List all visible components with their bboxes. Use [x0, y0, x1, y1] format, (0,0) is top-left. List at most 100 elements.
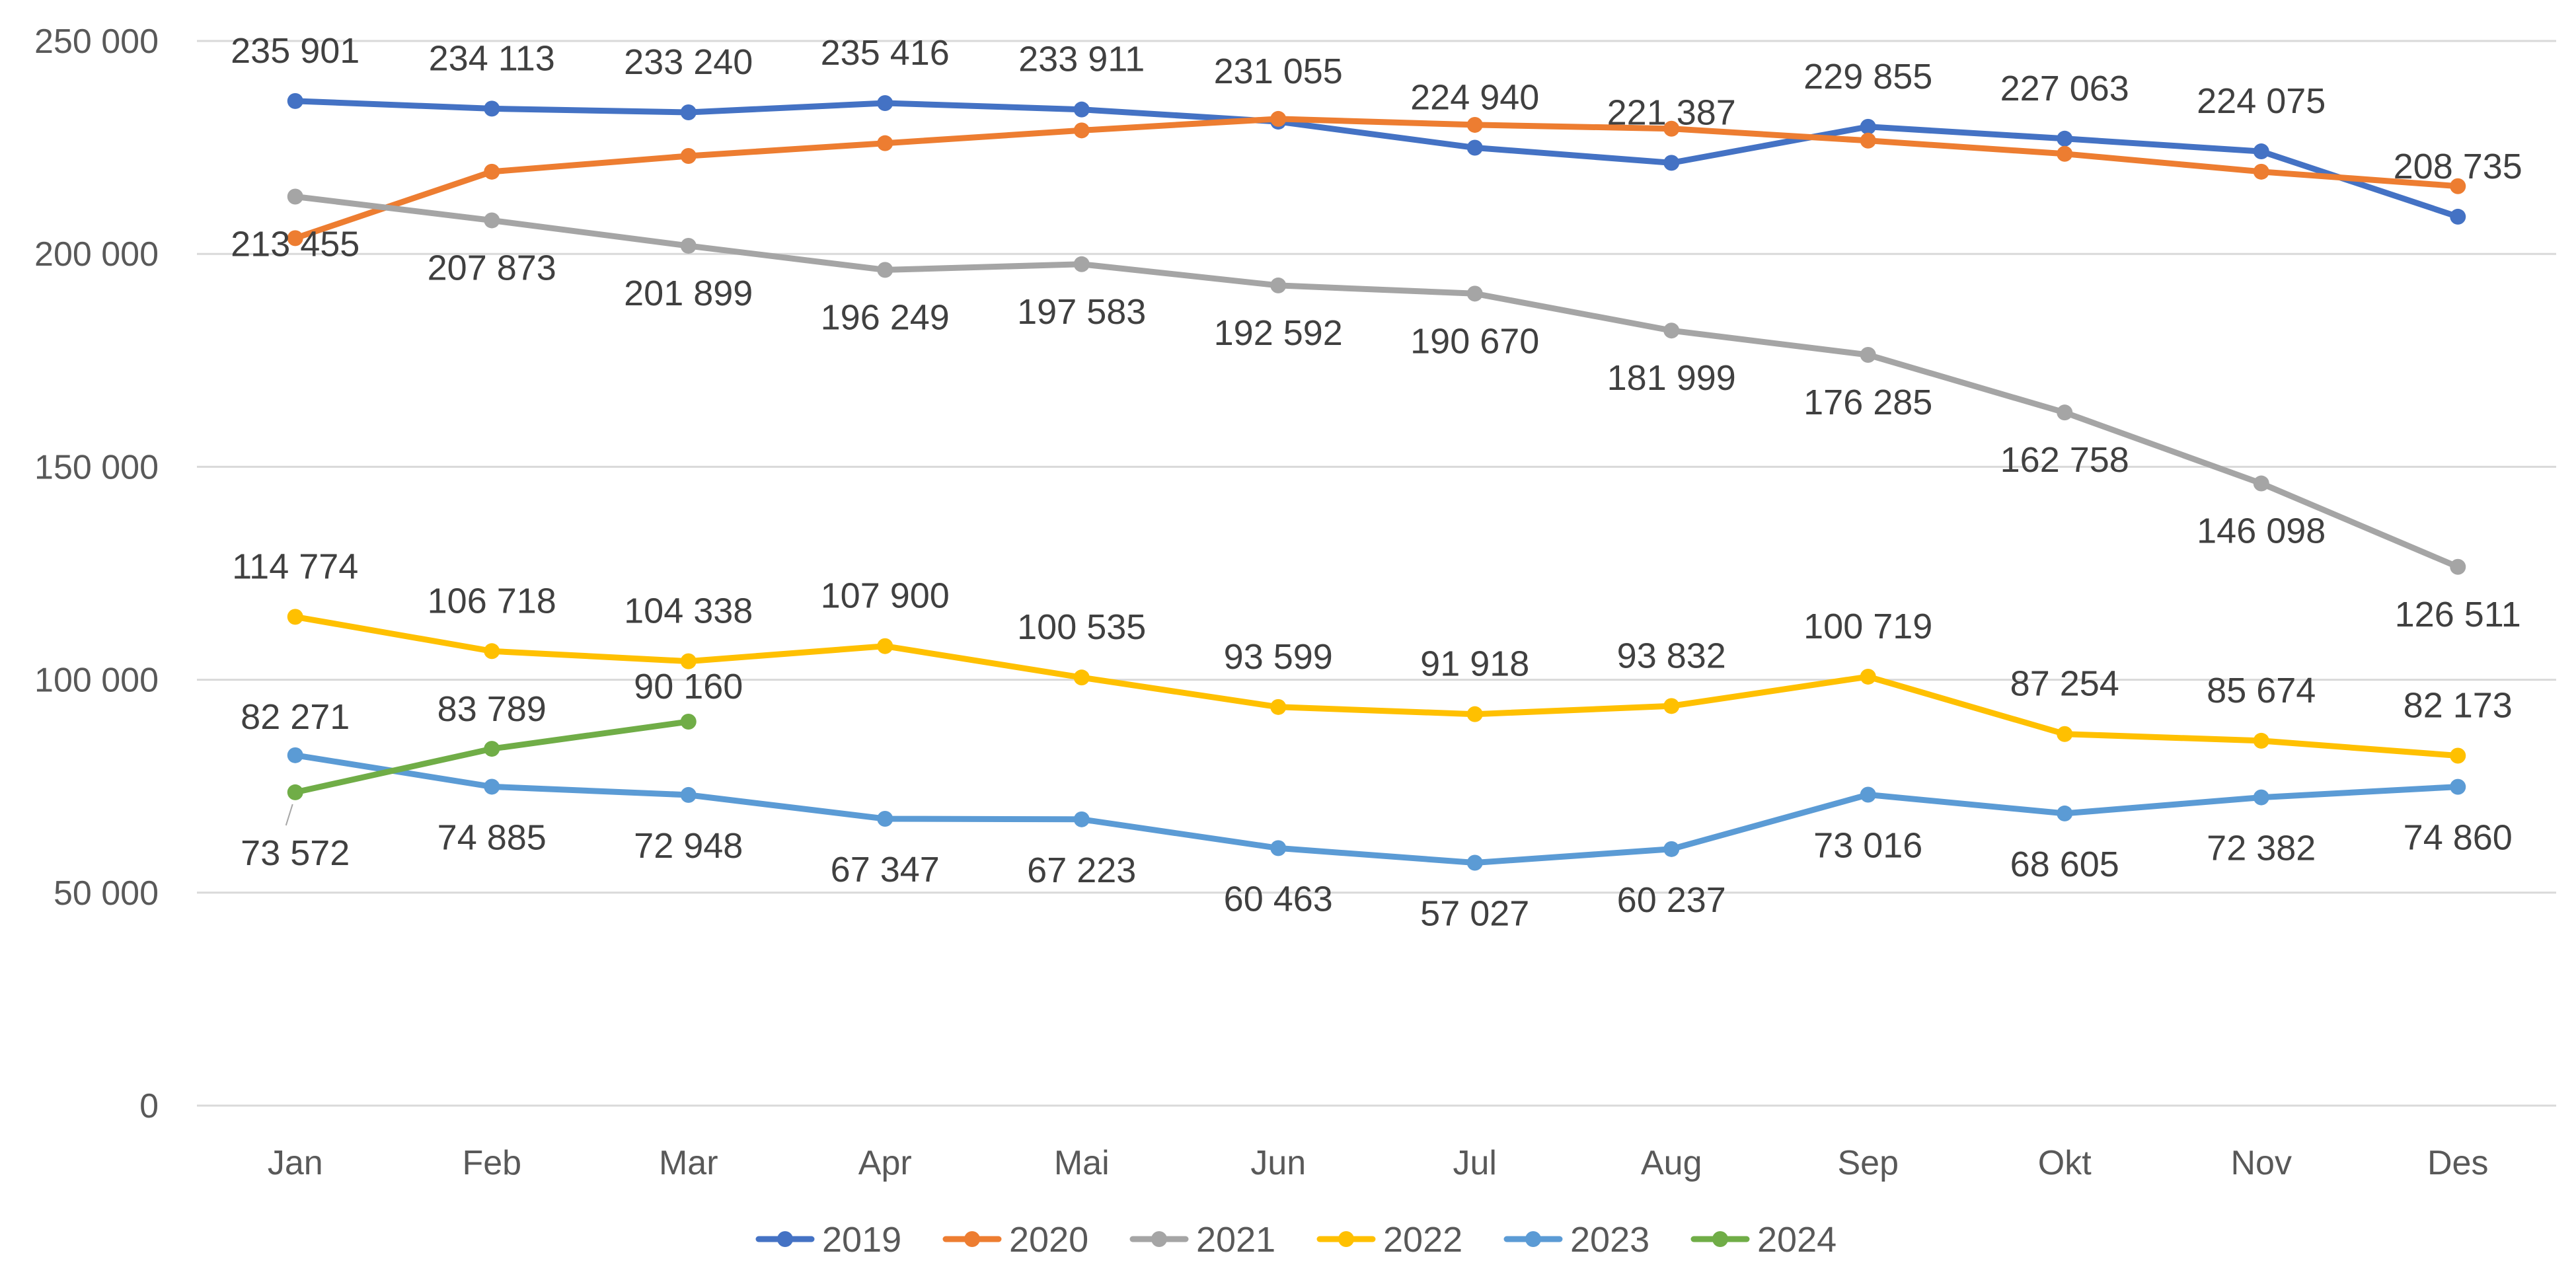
point-2021-Jan	[287, 188, 303, 205]
point-2021-Jun	[1270, 277, 1287, 293]
point-2020-Des	[2450, 178, 2466, 194]
point-2019-Nov	[2253, 143, 2269, 160]
point-2022-Mar	[680, 653, 697, 669]
point-2020-Nov	[2253, 163, 2269, 180]
point-2021-Okt	[2057, 404, 2073, 421]
point-2023-Jun	[1270, 840, 1287, 856]
data-label-2022: 93 599	[1224, 637, 1333, 677]
x-tick-label: Aug	[1641, 1144, 1702, 1182]
data-label-2019: 221 387	[1607, 93, 1736, 132]
point-2024-Mar	[680, 714, 697, 730]
point-2022-Jul	[1466, 706, 1483, 722]
legend-label-2023: 2023	[1570, 1220, 1649, 1260]
point-2019-Sep	[1860, 118, 1876, 135]
data-label-2023: 73 016	[1813, 825, 1922, 865]
point-2021-Apr	[877, 262, 893, 278]
series-line-2021	[292, 194, 2461, 570]
point-2022-Feb	[484, 643, 500, 660]
legend-marker-2019	[777, 1231, 793, 1247]
point-2021-Des	[2450, 558, 2466, 575]
y-tick-label: 50 000	[54, 874, 159, 913]
point-2020-Apr	[877, 135, 893, 151]
point-2021-Sep	[1860, 347, 1876, 363]
data-label-2019: 227 063	[2000, 69, 2129, 108]
legend-marker-2024	[1712, 1231, 1728, 1247]
legend-label-2020: 2020	[1009, 1220, 1088, 1260]
y-axis: 0 50 000 100 000 150 000 200 000 250 000	[34, 22, 159, 1125]
point-2020-Jan	[287, 230, 303, 246]
series-line-2022	[292, 613, 2461, 759]
data-label-2022: 100 719	[1803, 607, 1932, 646]
data-label-2019: 229 855	[1803, 57, 1932, 96]
data-label-2023: 60 463	[1224, 879, 1333, 919]
data-label-2023: 74 885	[437, 817, 547, 857]
x-tick-label: Mai	[1054, 1144, 1110, 1182]
point-2020-Sep	[1860, 132, 1876, 149]
point-2023-Apr	[877, 811, 893, 827]
data-label-2021: 197 583	[1017, 292, 1146, 332]
point-2019-Okt	[2057, 130, 2073, 147]
data-label-2022: 106 718	[428, 581, 556, 621]
series-line-2019	[292, 98, 2461, 220]
data-label-2024: 83 789	[437, 689, 547, 729]
data-label-2022: 104 338	[624, 591, 753, 631]
point-2019-Jul	[1466, 139, 1483, 156]
legend-marker-2023	[1525, 1231, 1541, 1247]
x-tick-label: Apr	[858, 1144, 912, 1182]
data-label-2023: 57 027	[1420, 894, 1529, 934]
data-label-2023: 60 237	[1617, 880, 1726, 920]
data-label-2019: 231 055	[1214, 52, 1343, 91]
x-tick-label: Jun	[1250, 1144, 1306, 1182]
point-2023-Okt	[2057, 805, 2073, 821]
data-label-2022: 87 254	[2010, 664, 2119, 704]
series-line-2023	[292, 752, 2461, 866]
point-2020-Jun	[1270, 110, 1287, 127]
data-label-2021: 196 249	[821, 297, 950, 337]
data-label-2023: 67 347	[831, 850, 940, 890]
point-2021-Feb	[484, 212, 500, 229]
data-label-2022: 100 535	[1017, 607, 1146, 647]
data-label-2023: 68 605	[2010, 845, 2119, 884]
data-label-2021: 201 899	[624, 274, 753, 313]
legend-label-2021: 2021	[1196, 1220, 1275, 1260]
point-2019-Apr	[877, 95, 893, 111]
y-tick-label: 250 000	[34, 22, 159, 61]
point-2020-Aug	[1663, 120, 1680, 137]
point-2020-Mai	[1073, 122, 1090, 139]
data-labels: 235 901 234 113 233 240 235 416 233 911 231 0…	[231, 31, 2522, 934]
x-tick-label: Okt	[2038, 1144, 2092, 1182]
point-2021-Aug	[1663, 322, 1680, 339]
point-2022-Nov	[2253, 732, 2269, 749]
legend-marker-2021	[1151, 1231, 1167, 1247]
data-label-2022: 107 900	[821, 576, 950, 616]
legend-label-2022: 2022	[1383, 1220, 1462, 1260]
legend: 2019 2020 2021 2022 2023 2024	[755, 1220, 1837, 1260]
data-label-2021: 213 455	[231, 224, 360, 264]
legend-marker-2020	[964, 1231, 980, 1247]
gridlines	[197, 40, 2556, 1107]
data-label-2023: 72 948	[634, 826, 743, 866]
point-2023-Feb	[484, 778, 500, 795]
data-label-2019: 235 901	[231, 31, 360, 71]
leader-line	[285, 804, 293, 826]
point-2024-Jan	[287, 784, 303, 800]
data-label-2022: 91 918	[1420, 644, 1529, 684]
data-label-2023: 74 860	[2404, 818, 2513, 858]
y-tick-label: 0	[139, 1087, 159, 1125]
data-label-2023: 82 271	[241, 697, 350, 737]
x-tick-label: Jul	[1453, 1144, 1497, 1182]
data-label-2021: 207 873	[428, 248, 556, 287]
legend-marker-2022	[1338, 1231, 1354, 1247]
point-2020-Mar	[680, 147, 697, 164]
data-label-2024: 73 572	[241, 833, 350, 873]
point-2022-Mai	[1073, 669, 1090, 686]
point-2021-Jul	[1466, 285, 1483, 302]
x-tick-label: Jan	[268, 1144, 323, 1182]
point-2023-Nov	[2253, 789, 2269, 806]
legend-label-2019: 2019	[822, 1220, 901, 1260]
data-label-2021: 126 511	[2395, 595, 2521, 634]
point-2023-Jul	[1466, 854, 1483, 871]
point-2020-Okt	[2057, 145, 2073, 162]
data-label-2021: 176 285	[1803, 383, 1932, 422]
data-label-2021: 192 592	[1214, 313, 1343, 353]
